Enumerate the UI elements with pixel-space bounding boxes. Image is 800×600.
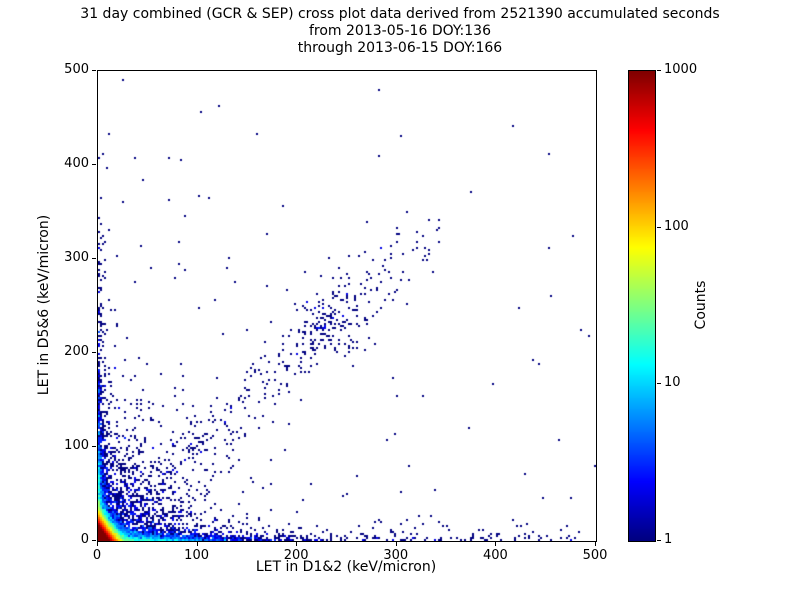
colorbar-label: Counts (693, 280, 709, 330)
colorbar-gradient (629, 71, 655, 541)
colorbar-tick-label: 1000 (664, 62, 698, 77)
x-tick-label: 100 (184, 548, 209, 563)
x-tick-label: 300 (383, 548, 409, 563)
plot-area (97, 70, 597, 542)
x-tick-mark (495, 542, 497, 546)
figure-title-line1: 31 day combined (GCR & SEP) cross plot d… (80, 6, 720, 22)
y-tick-label: 0 (80, 532, 89, 547)
y-tick-mark (92, 70, 96, 71)
y-tick-mark (92, 540, 96, 541)
y-tick-label: 300 (64, 250, 89, 265)
y-tick-mark (92, 446, 96, 447)
x-tick-mark (196, 542, 198, 546)
x-tick-label: 0 (92, 548, 102, 563)
y-tick-label: 200 (64, 344, 89, 359)
y-tick-label: 400 (64, 156, 89, 171)
y-tick-label: 500 (64, 62, 89, 77)
figure-title-line2: from 2013-05-16 DOY:136 (308, 23, 491, 39)
colorbar-tick-label: 1 (664, 532, 673, 547)
x-tick-label: 500 (582, 548, 608, 563)
colorbar-tick-mark (657, 540, 661, 541)
x-axis-label: LET in D1&2 (keV/micron) (255, 559, 437, 575)
colorbar-tick-mark (657, 383, 661, 385)
colorbar-tick-mark (657, 226, 661, 228)
colorbar (628, 70, 656, 542)
x-tick-label: 200 (283, 548, 309, 563)
figure-title-line3: through 2013-06-15 DOY:166 (297, 40, 503, 56)
x-tick-mark (296, 542, 298, 546)
x-tick-mark (395, 542, 397, 546)
x-tick-label: 400 (482, 548, 508, 563)
scatter-density-canvas (98, 71, 596, 541)
y-tick-label: 100 (64, 438, 89, 453)
colorbar-tick-label: 10 (664, 375, 681, 391)
y-tick-mark (92, 258, 96, 259)
colorbar-tick-mark (657, 70, 661, 71)
x-tick-mark (97, 542, 98, 546)
y-tick-mark (92, 352, 96, 353)
y-axis-label: LET in D5&6 (keV/micron) (36, 214, 52, 396)
y-tick-mark (92, 164, 96, 165)
x-tick-mark (595, 542, 596, 546)
colorbar-tick-label: 100 (664, 218, 689, 234)
